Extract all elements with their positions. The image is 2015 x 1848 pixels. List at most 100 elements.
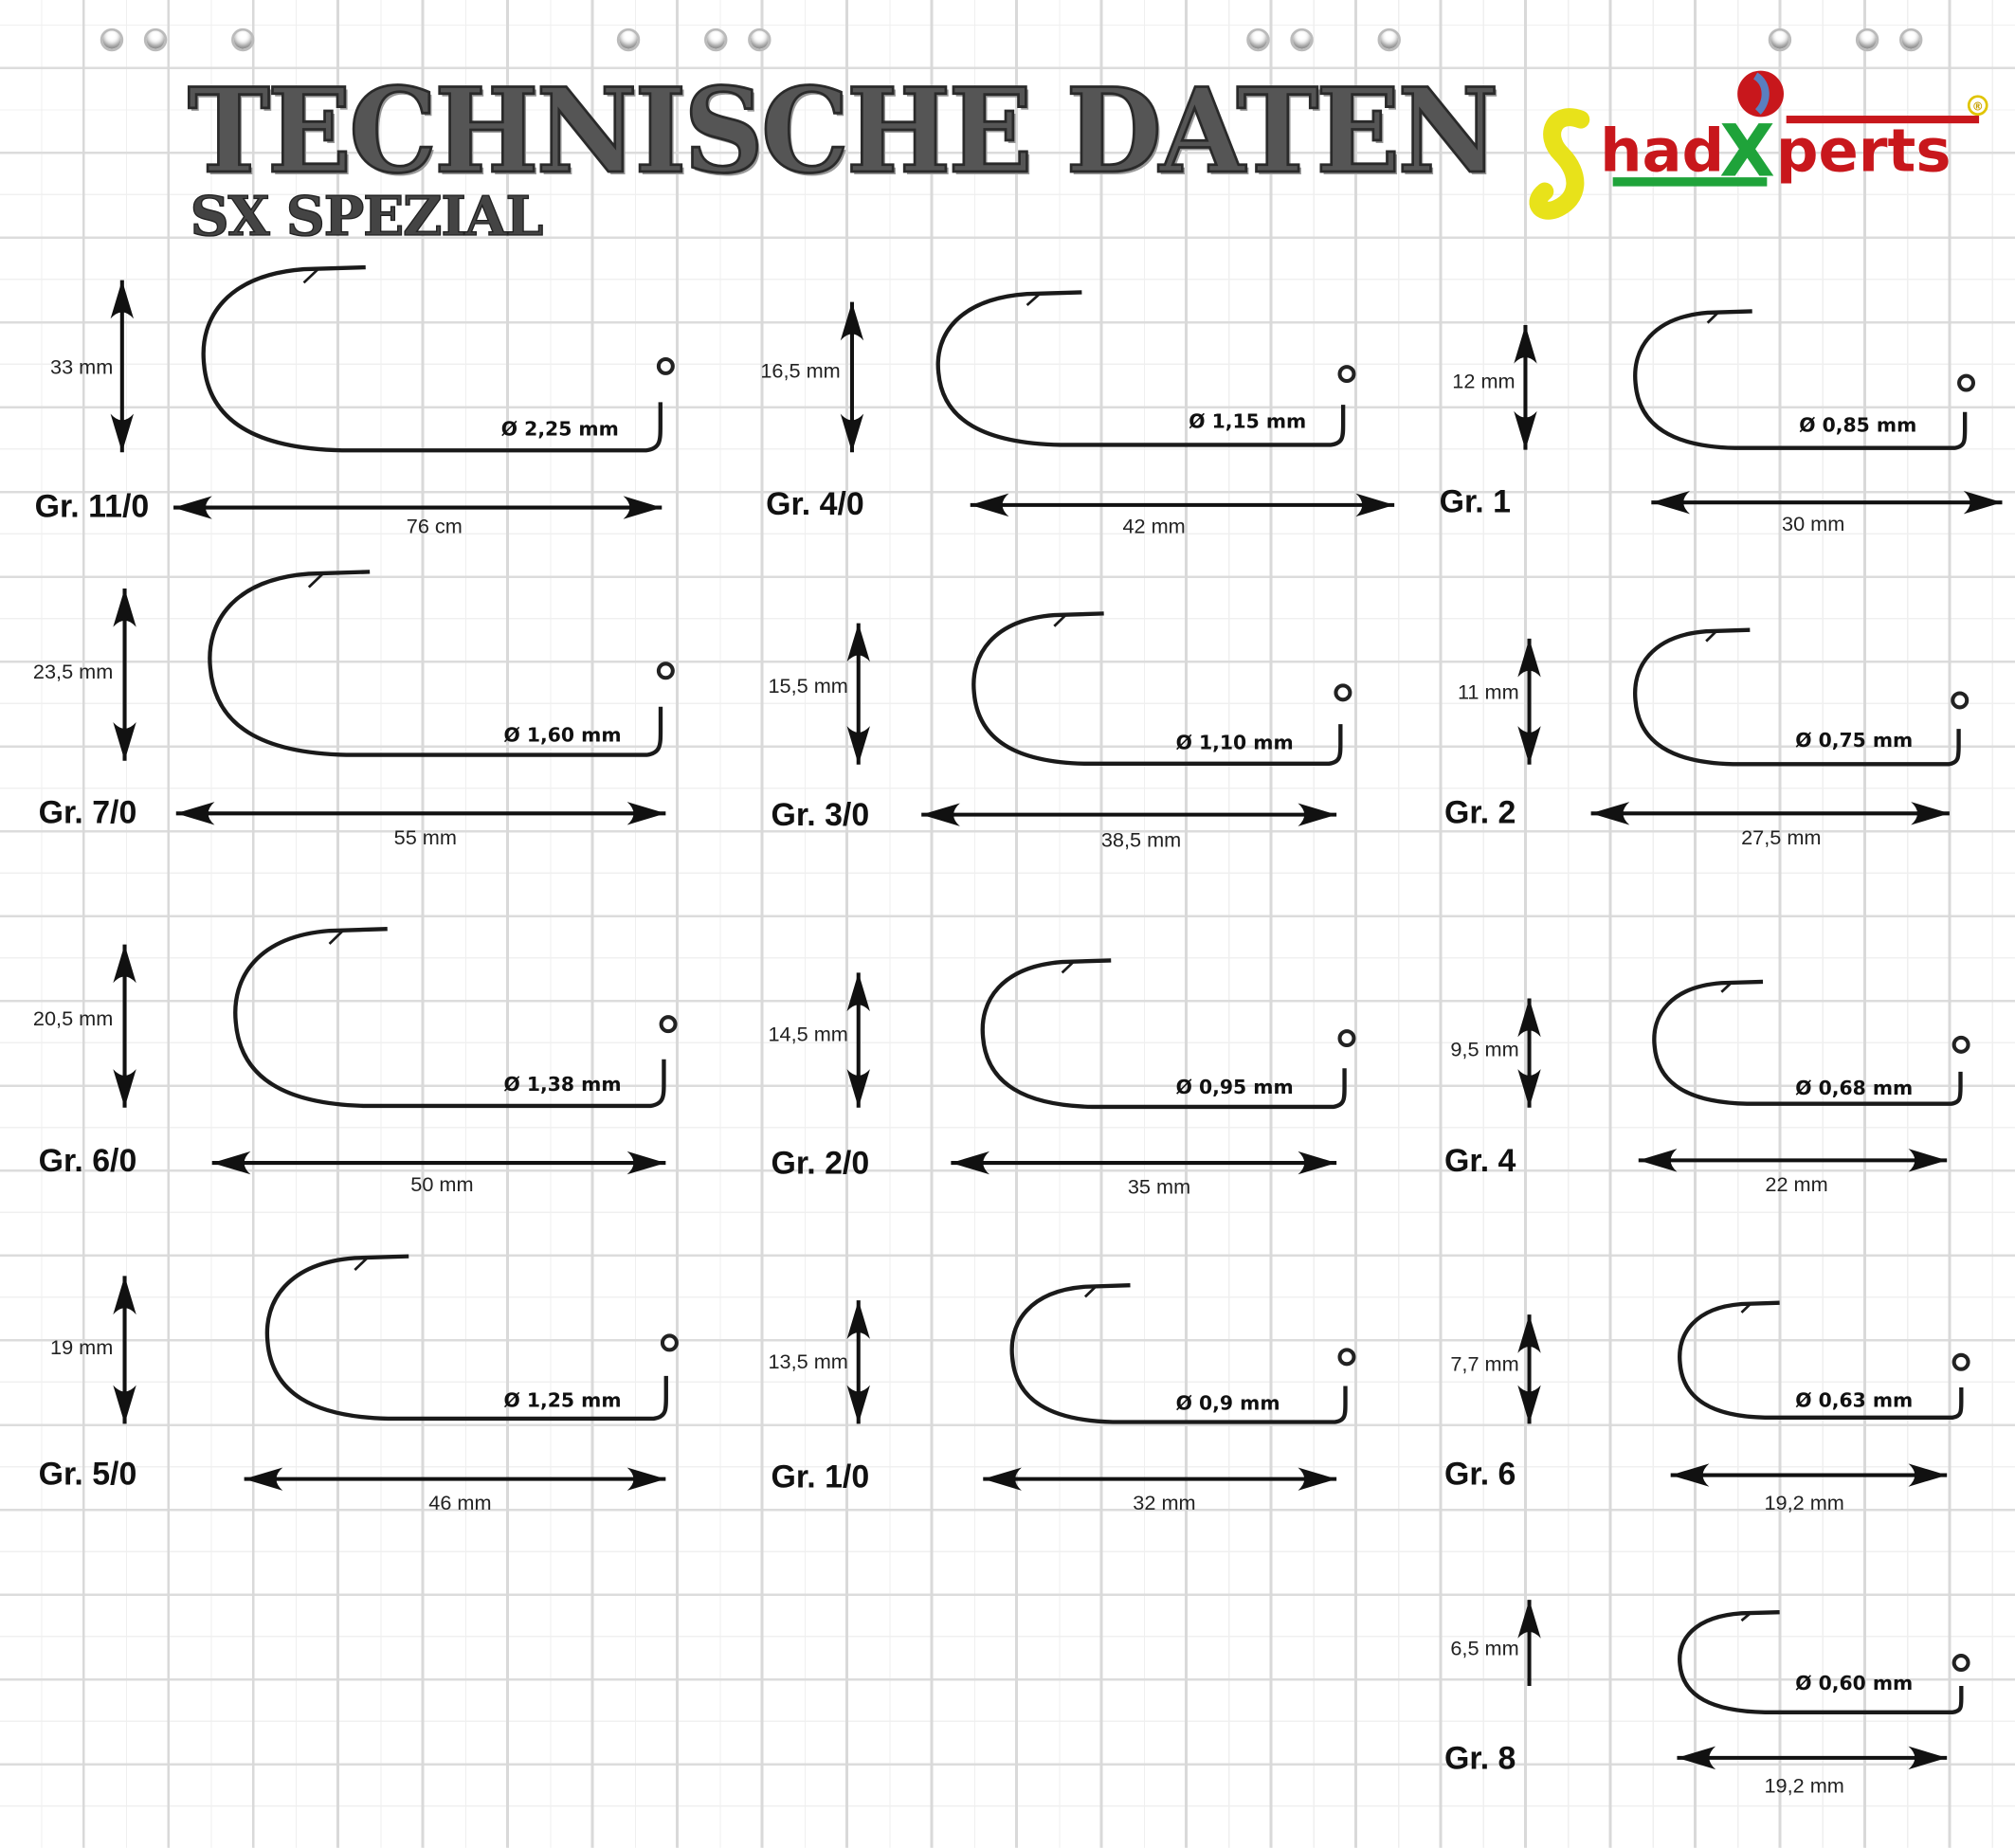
hook-length-label: 32 mm bbox=[1133, 1493, 1196, 1515]
wire-diameter-label: Ø 2,25 mm bbox=[500, 417, 619, 442]
hook-length-label: 50 mm bbox=[410, 1174, 474, 1197]
length-arrow bbox=[175, 802, 666, 825]
hook-size-label: Gr. 11/0 bbox=[34, 488, 150, 525]
registered-mark: ® bbox=[1972, 100, 1984, 114]
height-arrow bbox=[840, 301, 864, 453]
length-arrow bbox=[1590, 802, 1950, 825]
hook-height-label: 14,5 mm bbox=[768, 1024, 848, 1046]
binder-hole bbox=[1290, 27, 1314, 52]
length-arrow bbox=[1670, 1463, 1948, 1487]
hook-size-label: Gr. 2/0 bbox=[771, 1145, 870, 1182]
length-arrow bbox=[211, 1150, 666, 1175]
hook-length-label: 35 mm bbox=[1127, 1177, 1191, 1200]
hook-size-label: Gr. 4 bbox=[1444, 1143, 1516, 1180]
hook-size-label: Gr. 2 bbox=[1444, 794, 1516, 831]
binder-hole bbox=[143, 27, 168, 52]
hook-height-label: 33 mm bbox=[50, 356, 114, 379]
hook-length-label: 19,2 mm bbox=[1764, 1775, 1844, 1798]
binder-hole bbox=[704, 27, 728, 52]
height-arrow bbox=[1514, 325, 1537, 450]
jig-hook-image bbox=[1632, 308, 1975, 452]
jig-hook-image bbox=[979, 957, 1355, 1112]
binder-hole bbox=[1899, 27, 1923, 52]
hook-height-label: 16,5 mm bbox=[760, 361, 841, 384]
jig-hook-image bbox=[199, 263, 675, 456]
jig-hook-image bbox=[1651, 979, 1970, 1108]
hook-length-label: 38,5 mm bbox=[1100, 829, 1182, 852]
hook-size-label: Gr. 7/0 bbox=[38, 794, 137, 831]
jig-hook-image bbox=[231, 925, 677, 1112]
binder-hole bbox=[748, 27, 772, 52]
wire-diameter-label: Ø 0,85 mm bbox=[1799, 413, 1917, 438]
svg-text:perts: perts bbox=[1776, 116, 1951, 185]
hook-eye bbox=[1337, 1348, 1356, 1367]
shadxperts-logo: had X perts ® bbox=[1529, 70, 1988, 220]
wire-diameter-label: Ø 1,10 mm bbox=[1175, 731, 1294, 754]
binder-hole bbox=[616, 27, 641, 52]
hook-eye bbox=[1337, 1028, 1356, 1047]
binder-hole bbox=[1855, 27, 1879, 52]
jig-hook-image bbox=[935, 289, 1356, 449]
hook-length-label: 30 mm bbox=[1782, 514, 1845, 536]
hook-eye bbox=[1951, 1352, 1970, 1371]
length-arrow bbox=[1638, 1149, 1948, 1172]
length-arrow bbox=[1651, 490, 2003, 515]
jig-hook-image bbox=[206, 568, 675, 760]
length-arrow bbox=[921, 803, 1337, 826]
height-arrow bbox=[1517, 998, 1541, 1108]
hook-length-label: 42 mm bbox=[1122, 516, 1186, 539]
binder-hole bbox=[231, 27, 255, 52]
hook-eye bbox=[1951, 1035, 1970, 1054]
binder-hole bbox=[100, 27, 124, 52]
jig-hook-image bbox=[1677, 1610, 1970, 1715]
hook-eye bbox=[1951, 691, 1970, 710]
height-arrow bbox=[113, 589, 136, 761]
hook-size-label: Gr. 6 bbox=[1444, 1456, 1516, 1493]
hook-size-label: Gr. 1 bbox=[1439, 483, 1511, 520]
svg-text:had: had bbox=[1600, 116, 1724, 185]
wire-diameter-label: Ø 1,15 mm bbox=[1189, 409, 1307, 433]
hook-length-label: 19,2 mm bbox=[1764, 1493, 1844, 1515]
jig-hook-image bbox=[971, 610, 1352, 769]
wire-diameter-label: Ø 0,68 mm bbox=[1795, 1077, 1914, 1100]
binder-hole bbox=[1246, 27, 1270, 52]
wire-diameter-label: Ø 0,9 mm bbox=[1175, 1391, 1280, 1415]
jig-hook-image bbox=[1632, 627, 1969, 769]
hook-eye bbox=[1957, 373, 1976, 392]
hook-size-label: Gr. 1/0 bbox=[771, 1458, 870, 1495]
length-arrow bbox=[244, 1467, 666, 1491]
wire-diameter-label: Ø 1,60 mm bbox=[503, 723, 622, 747]
length-arrow bbox=[983, 1467, 1337, 1491]
height-arrow bbox=[1517, 638, 1541, 765]
hook-size-label: Gr. 8 bbox=[1444, 1740, 1516, 1777]
hook-height-label: 11 mm bbox=[1457, 681, 1519, 705]
hook-height-label: 12 mm bbox=[1452, 371, 1516, 393]
hook-length-label: 76 cm bbox=[406, 516, 463, 539]
wire-diameter-label: Ø 1,38 mm bbox=[503, 1073, 622, 1096]
hook-height-label: 20,5 mm bbox=[32, 1008, 114, 1031]
hook-height-label: 15,5 mm bbox=[768, 676, 848, 698]
hook-eye bbox=[660, 1333, 679, 1352]
height-arrow bbox=[110, 280, 135, 453]
height-arrow bbox=[846, 1300, 870, 1424]
hook-height-label: 13,5 mm bbox=[768, 1351, 848, 1374]
hook-size-label: Gr. 5/0 bbox=[38, 1456, 137, 1493]
height-arrow bbox=[846, 623, 870, 765]
hook-size-label: Gr. 4/0 bbox=[766, 486, 864, 523]
length-arrow bbox=[951, 1150, 1337, 1175]
jig-hook-image bbox=[1008, 1282, 1355, 1426]
wire-diameter-label: Ø 0,60 mm bbox=[1795, 1672, 1914, 1695]
hook-height-label: 6,5 mm bbox=[1450, 1638, 1519, 1660]
jig-hook-image bbox=[263, 1253, 679, 1423]
binder-hole bbox=[1768, 27, 1792, 52]
hook-height-label: 9,5 mm bbox=[1450, 1039, 1519, 1061]
page-title: TECHNISCHE DATEN bbox=[187, 63, 1500, 202]
height-arrow bbox=[1517, 1600, 1541, 1686]
length-arrow bbox=[173, 496, 663, 519]
wire-diameter-label: Ø 0,95 mm bbox=[1175, 1075, 1294, 1099]
height-arrow bbox=[113, 1276, 136, 1424]
hook-eye bbox=[1951, 1653, 1970, 1672]
hook-height-label: 7,7 mm bbox=[1450, 1354, 1519, 1377]
hook-height-label: 19 mm bbox=[50, 1337, 114, 1360]
